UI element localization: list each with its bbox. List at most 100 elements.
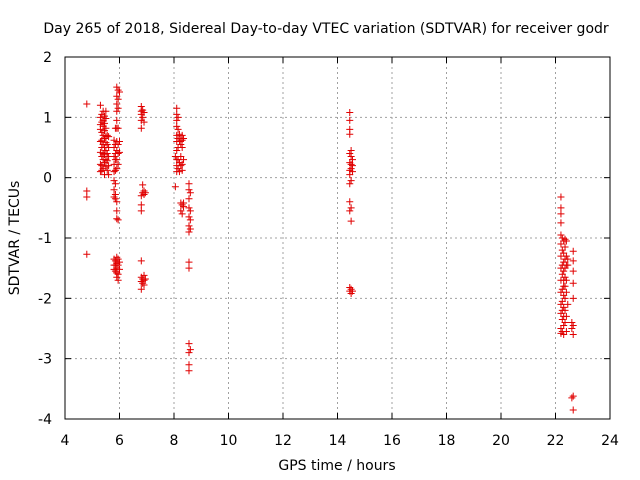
- x-tick-label: 12: [274, 433, 292, 449]
- data-point: [346, 130, 354, 138]
- data-point: [137, 207, 145, 215]
- data-point: [137, 285, 145, 293]
- data-point: [564, 261, 572, 269]
- data-point: [113, 107, 121, 115]
- data-point: [569, 392, 577, 400]
- data-point: [348, 156, 356, 164]
- data-point: [180, 203, 188, 211]
- data-point: [186, 346, 194, 354]
- data-point: [346, 180, 354, 188]
- data-point: [569, 406, 577, 414]
- data-point: [114, 255, 122, 263]
- data-point: [562, 312, 570, 320]
- data-point: [96, 160, 104, 168]
- x-tick-label: 16: [383, 433, 401, 449]
- data-point: [177, 140, 185, 148]
- data-point: [83, 193, 91, 201]
- data-point: [564, 300, 572, 308]
- data-point: [562, 328, 570, 336]
- data-point: [561, 273, 569, 281]
- data-point: [178, 144, 186, 151]
- data-point: [173, 104, 181, 112]
- data-point: [105, 171, 113, 179]
- data-point: [561, 318, 569, 326]
- data-point: [178, 210, 186, 218]
- data-point: [113, 165, 121, 173]
- data-point: [140, 191, 148, 199]
- data-point: [103, 157, 111, 165]
- data-point: [346, 116, 354, 124]
- data-point: [173, 122, 181, 130]
- data-point: [178, 166, 186, 174]
- data-point: [185, 264, 193, 272]
- data-point: [569, 331, 577, 339]
- data-point: [116, 258, 123, 266]
- data-point: [185, 361, 193, 369]
- data-point: [103, 140, 111, 148]
- data-point: [346, 109, 354, 117]
- data-point: [185, 186, 193, 194]
- x-tick-labels: 4 6 8 10 12 14 16 18 20 22 24: [61, 433, 619, 449]
- data-point: [83, 187, 91, 195]
- data-point: [186, 207, 194, 215]
- grid-layer: [65, 57, 610, 419]
- data-point: [102, 124, 110, 132]
- data-point: [103, 166, 111, 174]
- data-point: [114, 124, 122, 132]
- data-point: [185, 340, 193, 348]
- data-point: [103, 131, 111, 139]
- data-point: [180, 156, 188, 164]
- data-point: [105, 133, 113, 141]
- x-tick-label: 10: [220, 433, 238, 449]
- data-point: [139, 113, 147, 121]
- data-point: [347, 147, 355, 155]
- data-point: [561, 243, 569, 251]
- data-point: [113, 198, 121, 206]
- data-point: [561, 282, 569, 290]
- plot-frame: [64, 56, 611, 420]
- x-tick-label: 6: [115, 433, 124, 449]
- data-point: [139, 181, 147, 189]
- data-point: [348, 287, 356, 295]
- data-point: [114, 216, 122, 224]
- data-point: [569, 294, 577, 302]
- data-point: [186, 216, 194, 224]
- data-points-layer: [83, 83, 577, 414]
- data-point: [557, 231, 565, 239]
- data-point: [185, 258, 193, 266]
- y-tick-label: 0: [43, 171, 52, 187]
- data-point: [111, 195, 119, 203]
- data-point: [96, 101, 104, 109]
- x-tick-label: 22: [547, 433, 565, 449]
- data-point: [564, 255, 572, 263]
- data-point: [174, 113, 182, 121]
- data-point: [186, 225, 194, 233]
- data-point: [562, 252, 570, 260]
- data-point: [569, 267, 577, 275]
- data-point: [111, 180, 119, 188]
- data-point: [561, 306, 569, 314]
- x-tick-label: 18: [438, 433, 456, 449]
- data-point: [348, 168, 356, 176]
- data-point: [173, 147, 181, 155]
- data-point: [113, 100, 121, 108]
- data-point: [561, 294, 569, 302]
- data-point: [110, 186, 118, 194]
- data-point: [174, 125, 182, 133]
- data-point: [114, 140, 122, 148]
- data-point: [185, 195, 193, 203]
- data-point: [347, 204, 355, 212]
- y-axis-label: SDTVAR / TECUs: [7, 181, 23, 296]
- data-point: [114, 95, 122, 103]
- data-point: [83, 100, 91, 108]
- data-point: [178, 201, 186, 209]
- data-point: [83, 250, 91, 258]
- y-tick-labels: -4 -3 -2 -1 0 1 2: [38, 50, 52, 428]
- data-point: [140, 109, 148, 117]
- data-point: [562, 276, 570, 284]
- data-point: [102, 139, 110, 147]
- data-point: [561, 235, 569, 243]
- data-point: [141, 189, 149, 197]
